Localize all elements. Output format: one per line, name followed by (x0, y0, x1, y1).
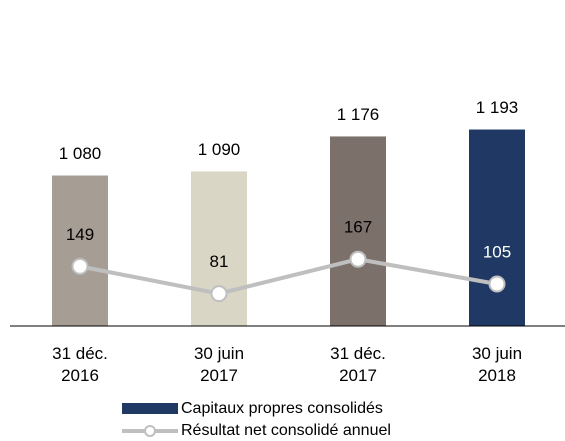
bar (469, 129, 525, 326)
bar (330, 136, 386, 326)
line-value-label: 105 (483, 242, 511, 261)
line-marker (71, 257, 89, 275)
legend-marker (144, 425, 156, 437)
x-tick-label: 31 déc. 2017 (330, 344, 386, 385)
bar (52, 175, 108, 326)
legend-label: Capitaux propres consolidés (181, 400, 383, 417)
line-value-label: 167 (344, 218, 372, 237)
bar-value-label: 1 090 (198, 140, 241, 159)
x-tick-label: 31 déc. 2016 (52, 344, 108, 385)
line-marker (349, 250, 367, 268)
legend-swatch (122, 403, 178, 414)
line (79, 257, 498, 296)
line-marker (488, 275, 506, 293)
x-tick-label: 30 juin 2018 (471, 344, 523, 385)
bar (191, 171, 247, 326)
bar-value-label: 1 080 (59, 144, 102, 163)
x-tick-label: 30 juin 2017 (193, 344, 245, 385)
legend-label: Résultat net consolidé annuel (181, 422, 391, 439)
line-marker (210, 285, 228, 303)
bar-value-label: 1 176 (337, 105, 380, 124)
line-value-label: 149 (66, 225, 94, 244)
line-value-label: 81 (210, 252, 229, 271)
bar-value-label: 1 193 (476, 98, 519, 117)
